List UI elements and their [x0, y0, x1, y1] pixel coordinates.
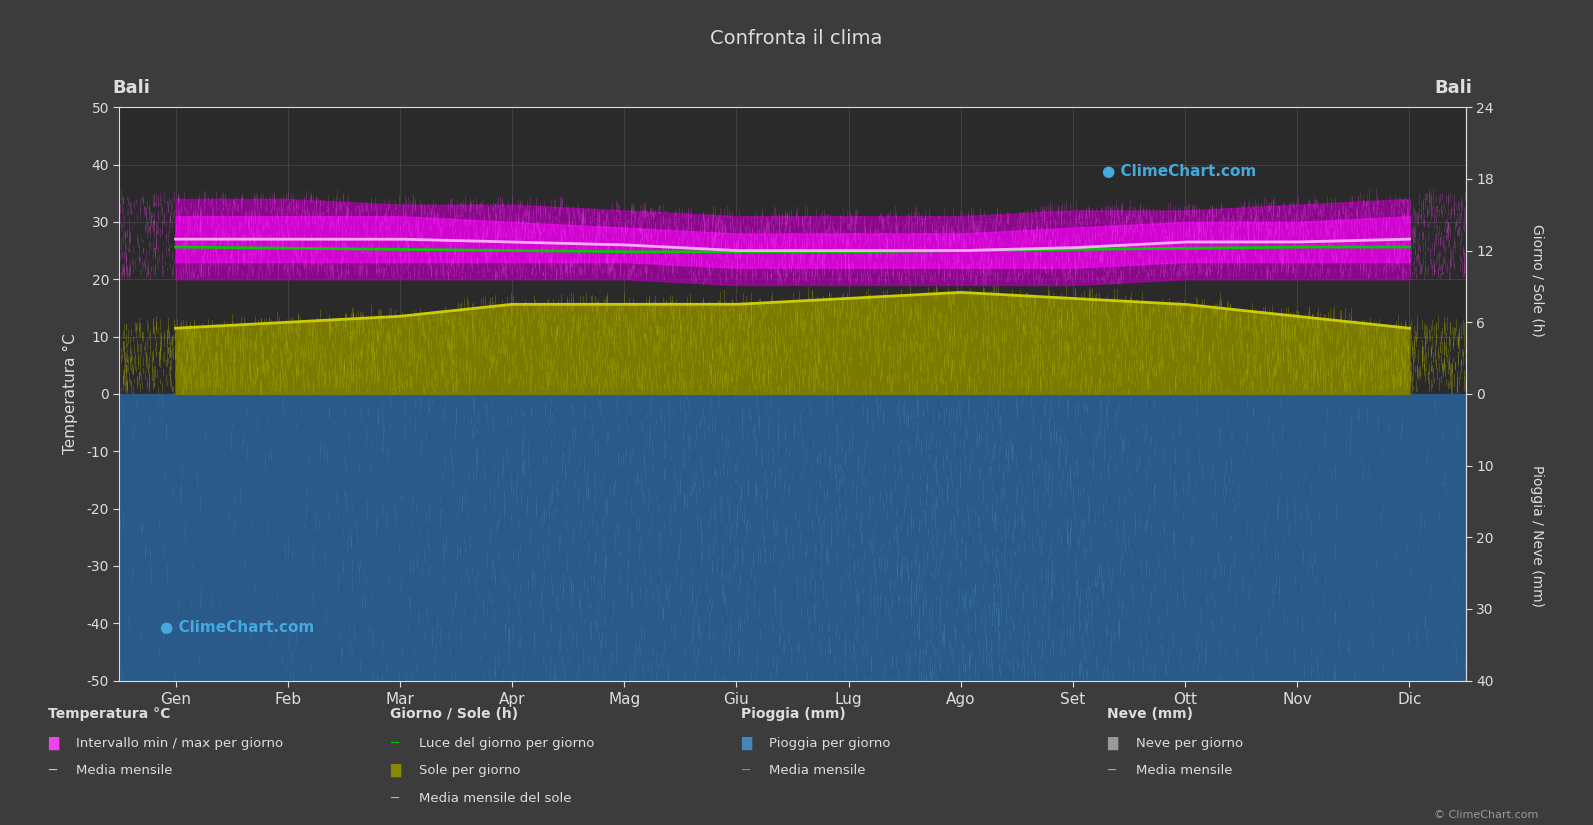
Text: ─: ─	[1107, 764, 1115, 777]
Text: Confronta il clima: Confronta il clima	[710, 29, 883, 48]
Text: Temperatura °C: Temperatura °C	[48, 707, 170, 721]
Text: ─: ─	[741, 764, 749, 777]
Text: ● ClimeChart.com: ● ClimeChart.com	[159, 620, 314, 634]
Text: Luce del giorno per giorno: Luce del giorno per giorno	[419, 737, 594, 750]
Y-axis label: Temperatura °C: Temperatura °C	[64, 333, 78, 455]
Text: █: █	[48, 737, 57, 750]
Text: Giorno / Sole (h): Giorno / Sole (h)	[1531, 224, 1544, 337]
Text: Bali: Bali	[113, 79, 151, 97]
Text: ● ClimeChart.com: ● ClimeChart.com	[1102, 164, 1257, 179]
Text: Neve (mm): Neve (mm)	[1107, 707, 1193, 721]
Text: Pioggia per giorno: Pioggia per giorno	[769, 737, 890, 750]
Text: Pioggia (mm): Pioggia (mm)	[741, 707, 846, 721]
Text: Media mensile: Media mensile	[76, 764, 174, 777]
Text: Bali: Bali	[1434, 79, 1472, 97]
Text: © ClimeChart.com: © ClimeChart.com	[1434, 810, 1539, 820]
Text: █: █	[1107, 737, 1117, 750]
Text: ─: ─	[390, 792, 398, 805]
Text: Media mensile: Media mensile	[769, 764, 867, 777]
Text: Pioggia / Neve (mm): Pioggia / Neve (mm)	[1531, 465, 1544, 607]
Text: Media mensile: Media mensile	[1136, 764, 1233, 777]
Text: Intervallo min / max per giorno: Intervallo min / max per giorno	[76, 737, 284, 750]
Text: ─: ─	[390, 737, 398, 750]
Text: Giorno / Sole (h): Giorno / Sole (h)	[390, 707, 518, 721]
Text: █: █	[390, 764, 400, 777]
Text: Media mensile del sole: Media mensile del sole	[419, 792, 572, 805]
Text: Sole per giorno: Sole per giorno	[419, 764, 521, 777]
Text: ─: ─	[48, 764, 56, 777]
Text: █: █	[741, 737, 750, 750]
Text: Neve per giorno: Neve per giorno	[1136, 737, 1243, 750]
